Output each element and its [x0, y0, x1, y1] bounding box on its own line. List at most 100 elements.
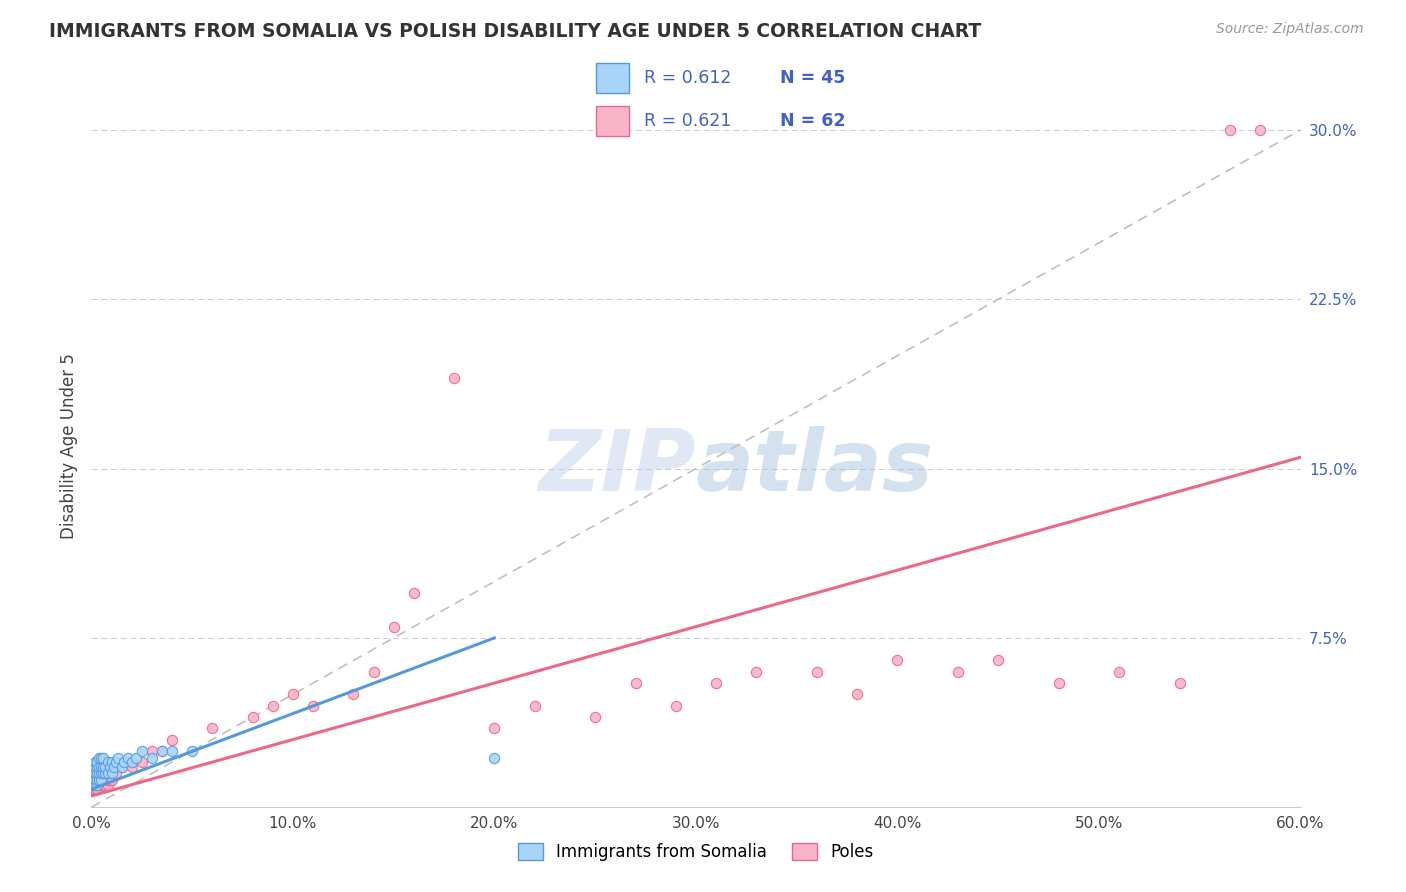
Point: [82, 778, 104, 792]
Point: [86, 778, 108, 792]
Point: [84, 755, 107, 769]
Point: [624, 676, 647, 690]
Point: [150, 744, 173, 758]
Point: [484, 721, 506, 735]
Point: [665, 698, 688, 713]
Point: [93, 778, 115, 792]
Point: [302, 698, 325, 713]
Point: [93, 773, 115, 788]
Text: IMMIGRANTS FROM SOMALIA VS POLISH DISABILITY AGE UNDER 5 CORRELATION CHART: IMMIGRANTS FROM SOMALIA VS POLISH DISABI…: [49, 22, 981, 41]
Point: [583, 710, 606, 724]
Point: [181, 744, 204, 758]
Point: [89, 750, 111, 764]
Point: [112, 755, 135, 769]
Text: R = 0.612: R = 0.612: [644, 69, 731, 87]
Point: [84, 778, 107, 792]
Point: [84, 773, 107, 788]
Point: [96, 773, 118, 788]
Point: [86, 773, 108, 788]
Point: [84, 759, 107, 773]
Point: [745, 665, 768, 679]
Point: [93, 766, 115, 780]
Point: [82, 773, 104, 788]
Point: [86, 782, 108, 797]
Point: [89, 766, 111, 780]
Point: [82, 773, 104, 788]
Point: [93, 750, 115, 764]
Point: [89, 773, 111, 788]
Point: [111, 759, 132, 773]
Point: [402, 586, 425, 600]
Point: [987, 653, 1010, 667]
Point: [523, 698, 546, 713]
Point: [121, 759, 143, 773]
Text: ZIP: ZIP: [538, 426, 696, 509]
Point: [93, 766, 115, 780]
Point: [84, 782, 107, 797]
Point: [82, 778, 104, 792]
Point: [86, 778, 108, 792]
Point: [86, 766, 108, 780]
Point: [84, 778, 107, 792]
FancyBboxPatch shape: [596, 63, 628, 93]
Point: [160, 732, 183, 747]
Point: [150, 744, 173, 758]
Point: [82, 782, 104, 797]
Point: [96, 766, 118, 780]
Point: [89, 773, 111, 788]
Point: [1219, 123, 1241, 137]
Point: [90, 773, 112, 788]
Point: [846, 687, 869, 701]
Point: [160, 744, 183, 758]
Point: [104, 755, 127, 769]
Point: [141, 750, 163, 764]
Point: [886, 653, 908, 667]
Point: [100, 766, 122, 780]
Point: [86, 773, 108, 788]
Point: [86, 766, 108, 780]
Point: [1168, 676, 1191, 690]
Point: [117, 750, 139, 764]
Text: N = 45: N = 45: [780, 69, 845, 87]
Point: [107, 750, 129, 764]
Point: [90, 778, 112, 792]
Y-axis label: Disability Age Under 5: Disability Age Under 5: [59, 353, 77, 539]
Point: [84, 766, 107, 780]
Point: [242, 710, 264, 724]
Point: [121, 755, 143, 769]
Point: [484, 750, 506, 764]
Point: [86, 755, 108, 769]
Point: [98, 773, 121, 788]
Point: [1249, 123, 1271, 137]
Point: [86, 759, 108, 773]
Point: [103, 759, 125, 773]
Text: Source: ZipAtlas.com: Source: ZipAtlas.com: [1216, 22, 1364, 37]
Point: [90, 750, 112, 764]
Point: [84, 766, 107, 780]
Point: [90, 766, 112, 780]
Point: [806, 665, 828, 679]
Point: [94, 778, 117, 792]
Text: atlas: atlas: [696, 426, 934, 509]
Point: [1047, 676, 1070, 690]
Point: [141, 744, 163, 758]
Point: [89, 766, 111, 780]
FancyBboxPatch shape: [596, 106, 628, 136]
Point: [84, 773, 107, 788]
Point: [125, 750, 148, 764]
Point: [262, 698, 284, 713]
Point: [93, 759, 115, 773]
Point: [363, 665, 385, 679]
Point: [946, 665, 969, 679]
Point: [82, 766, 104, 780]
Text: R = 0.621: R = 0.621: [644, 112, 731, 130]
Point: [201, 721, 224, 735]
Point: [90, 759, 112, 773]
Legend: Immigrants from Somalia, Poles: Immigrants from Somalia, Poles: [512, 836, 880, 868]
Point: [96, 755, 118, 769]
Point: [100, 766, 122, 780]
Point: [111, 759, 132, 773]
Point: [89, 759, 111, 773]
Point: [96, 778, 118, 792]
Point: [104, 766, 127, 780]
